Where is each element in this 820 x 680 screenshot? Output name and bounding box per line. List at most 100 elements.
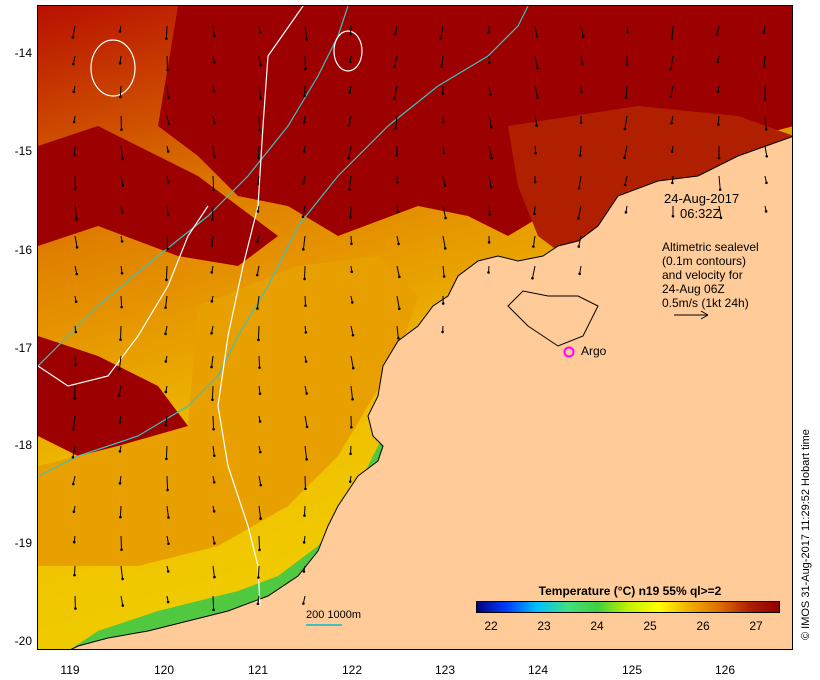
lat-tick-label: -15 (14, 144, 32, 158)
velocity-vector-head (118, 450, 122, 453)
velocity-vector-head (118, 30, 122, 33)
velocity-vector (302, 235, 306, 250)
velocity-vector (166, 475, 169, 490)
lon-tick-label: 120 (153, 663, 175, 677)
velocity-vector (211, 235, 214, 246)
velocity-vector (580, 25, 584, 37)
velocity-vector-head (581, 62, 584, 66)
velocity-vector-head (74, 187, 77, 190)
velocity-vector-head (212, 90, 216, 93)
sealevel-eddy-1 (90, 39, 136, 97)
velocity-vector (670, 55, 674, 69)
velocity-vector (396, 295, 400, 309)
velocity-vector-head (166, 570, 170, 573)
velocity-vector (72, 55, 76, 65)
velocity-vector-head (442, 275, 446, 278)
velocity-vector-head (578, 154, 582, 157)
velocity-vector-head (764, 210, 768, 213)
velocity-vector (256, 265, 260, 276)
info-line: 24-Aug 06Z (662, 282, 725, 296)
velocity-vector-head (533, 212, 536, 216)
velocity-vector (258, 505, 262, 519)
lon-tick-label: 124 (527, 663, 549, 677)
velocity-vector-head (623, 156, 626, 159)
velocity-vector-head (121, 184, 125, 187)
velocity-vector-head (213, 121, 216, 125)
velocity-vector (579, 265, 582, 274)
velocity-vector (119, 85, 122, 97)
velocity-vector-head (351, 333, 355, 337)
cool-coastal-band (71, 436, 383, 649)
velocity-vector (350, 385, 354, 400)
velocity-vector-head (166, 150, 170, 153)
velocity-vector-head (580, 90, 583, 94)
velocity-vector-head (166, 600, 170, 604)
velocity-vector (717, 115, 720, 125)
velocity-vector-head (488, 93, 492, 96)
colorbar-tick-label: 27 (749, 619, 763, 633)
velocity-vector-head (303, 277, 306, 281)
velocity-vector-head (212, 480, 216, 484)
velocity-vector-head (763, 98, 767, 101)
velocity-vector-head (670, 150, 674, 153)
velocity-vector-head (213, 542, 216, 545)
velocity-vector-head (393, 97, 396, 101)
velocity-vector-head (442, 151, 446, 155)
velocity-vector (304, 415, 308, 427)
velocity-vector (716, 25, 720, 35)
velocity-vector (304, 25, 308, 40)
velocity-vector-head (762, 31, 766, 35)
velocity-vector-head (395, 154, 399, 157)
velocity-vector (763, 55, 766, 67)
velocity-vector-head (72, 90, 76, 94)
velocity-vector-head (441, 92, 445, 95)
isobath-scale-label: 200 1000m (306, 609, 362, 621)
velocity-vector (441, 55, 444, 67)
velocity-vector (258, 535, 261, 550)
velocity-vector-head (350, 301, 354, 304)
velocity-vector-head (118, 482, 122, 485)
velocity-vector-head (623, 127, 627, 131)
velocity-vector-head (75, 246, 79, 249)
velocity-vector-head (255, 273, 259, 277)
velocity-vector-head (256, 602, 260, 606)
velocity-vector (211, 355, 214, 368)
velocity-vector-head (581, 35, 585, 38)
velocity-vector (395, 115, 398, 129)
velocity-vector (256, 295, 260, 309)
velocity-vector-head (716, 60, 720, 64)
velocity-vector (257, 325, 260, 340)
velocity-vector-head (305, 425, 309, 429)
velocity-vector (257, 565, 260, 578)
colorbar-tick-label: 26 (696, 619, 710, 633)
velocity-vector-head (305, 458, 308, 461)
velocity-vector-head (302, 570, 306, 573)
velocity-vector (165, 445, 168, 459)
velocity-vector (257, 145, 260, 158)
velocity-vector (670, 85, 674, 97)
warm-water-west-band (38, 126, 278, 266)
velocity-vector-head (351, 397, 354, 401)
velocity-vector-head (71, 482, 75, 486)
velocity-vector-head (490, 125, 493, 129)
velocity-vector (212, 145, 215, 157)
velocity-vector-head (347, 156, 351, 160)
lon-tick-label: 126 (714, 663, 736, 677)
velocity-vector (764, 145, 768, 157)
velocity-vector (396, 325, 399, 339)
velocity-vector-head (74, 607, 77, 610)
velocity-vector (303, 505, 306, 516)
velocity-vector-head (577, 217, 580, 220)
velocity-vector-head (397, 336, 400, 340)
argo-float-marker (563, 346, 575, 358)
colorbar-tick-label: 25 (643, 619, 657, 633)
lon-tick-label: 122 (341, 663, 363, 677)
velocity-vector (212, 595, 215, 610)
isobath-200m (38, 6, 529, 477)
velocity-vector-head (488, 61, 491, 64)
velocity-vector-head (121, 604, 125, 607)
info-line: 0.5m/s (1kt 24h) (662, 296, 749, 310)
map-panel[interactable] (37, 5, 793, 650)
velocity-vector (350, 325, 354, 336)
velocity-vector-head (119, 515, 122, 519)
